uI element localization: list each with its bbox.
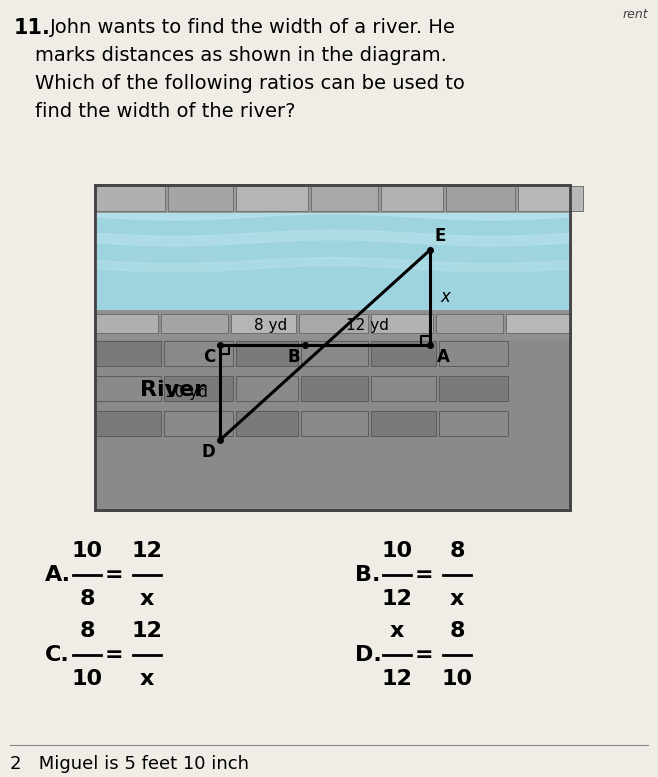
Text: 10: 10 — [72, 669, 103, 689]
FancyBboxPatch shape — [301, 340, 368, 365]
FancyBboxPatch shape — [96, 375, 161, 400]
FancyBboxPatch shape — [301, 375, 368, 400]
FancyBboxPatch shape — [439, 375, 508, 400]
Text: x: x — [390, 621, 404, 641]
Text: 11.: 11. — [14, 18, 51, 38]
Text: 8: 8 — [449, 621, 465, 641]
Text: Which of the following ratios can be used to: Which of the following ratios can be use… — [35, 74, 465, 93]
Text: marks distances as shown in the diagram.: marks distances as shown in the diagram. — [35, 46, 447, 65]
Text: 8 yd: 8 yd — [254, 318, 287, 333]
Text: 12: 12 — [382, 589, 413, 609]
FancyBboxPatch shape — [436, 313, 503, 333]
Text: 12: 12 — [132, 541, 163, 561]
Text: 10 yd: 10 yd — [165, 385, 208, 400]
Text: John wants to find the width of a river. He: John wants to find the width of a river.… — [50, 18, 456, 37]
Text: B: B — [288, 348, 300, 366]
FancyBboxPatch shape — [301, 410, 368, 435]
Text: D.: D. — [355, 645, 382, 665]
Text: find the width of the river?: find the width of the river? — [35, 102, 295, 121]
Text: x: x — [450, 589, 464, 609]
Text: =: = — [105, 645, 123, 665]
Text: River: River — [140, 380, 205, 400]
FancyBboxPatch shape — [96, 186, 165, 211]
FancyBboxPatch shape — [164, 375, 233, 400]
Bar — [95, 185, 570, 213]
Text: 10: 10 — [442, 669, 472, 689]
FancyBboxPatch shape — [161, 313, 228, 333]
FancyBboxPatch shape — [311, 186, 378, 211]
Bar — [95, 309, 570, 340]
Text: 8: 8 — [449, 541, 465, 561]
Text: x: x — [139, 589, 154, 609]
FancyBboxPatch shape — [96, 410, 161, 435]
Text: 12: 12 — [382, 669, 413, 689]
Text: x: x — [440, 288, 450, 306]
FancyBboxPatch shape — [96, 340, 161, 365]
Text: A: A — [437, 348, 450, 366]
Text: C: C — [203, 348, 215, 366]
Text: rent: rent — [622, 8, 648, 21]
Text: 12: 12 — [132, 621, 163, 641]
FancyBboxPatch shape — [299, 313, 368, 333]
FancyBboxPatch shape — [518, 186, 583, 211]
Text: =: = — [415, 645, 434, 665]
FancyBboxPatch shape — [96, 313, 158, 333]
FancyBboxPatch shape — [236, 340, 298, 365]
Text: D: D — [201, 443, 215, 461]
Text: 10: 10 — [72, 541, 103, 561]
FancyBboxPatch shape — [168, 186, 233, 211]
FancyBboxPatch shape — [381, 186, 443, 211]
FancyBboxPatch shape — [236, 186, 308, 211]
Text: x: x — [139, 669, 154, 689]
Bar — [95, 185, 570, 322]
Text: 8: 8 — [79, 589, 95, 609]
FancyBboxPatch shape — [371, 375, 436, 400]
Text: 10: 10 — [382, 541, 413, 561]
FancyBboxPatch shape — [439, 410, 508, 435]
FancyBboxPatch shape — [95, 185, 570, 510]
Text: A.: A. — [45, 565, 71, 585]
Text: E: E — [435, 227, 446, 245]
FancyBboxPatch shape — [164, 340, 233, 365]
Text: =: = — [105, 565, 123, 585]
Text: B.: B. — [355, 565, 380, 585]
FancyBboxPatch shape — [236, 410, 298, 435]
FancyBboxPatch shape — [371, 410, 436, 435]
FancyBboxPatch shape — [236, 375, 298, 400]
FancyBboxPatch shape — [231, 313, 296, 333]
FancyBboxPatch shape — [506, 313, 571, 333]
Text: 8: 8 — [79, 621, 95, 641]
Text: 12 yd: 12 yd — [346, 318, 389, 333]
FancyBboxPatch shape — [371, 340, 436, 365]
FancyBboxPatch shape — [446, 186, 515, 211]
Text: C.: C. — [45, 645, 70, 665]
FancyBboxPatch shape — [164, 410, 233, 435]
FancyBboxPatch shape — [439, 340, 508, 365]
FancyBboxPatch shape — [371, 313, 433, 333]
Text: =: = — [415, 565, 434, 585]
Text: 2   Miguel is 5 feet 10 inch: 2 Miguel is 5 feet 10 inch — [10, 755, 249, 773]
